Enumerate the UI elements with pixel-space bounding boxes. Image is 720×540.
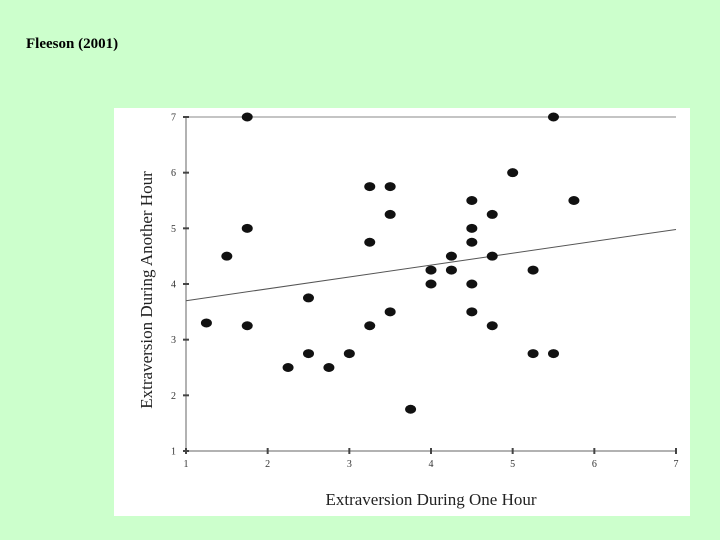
data-point — [303, 293, 314, 303]
y-tick-label: 5 — [171, 224, 176, 235]
data-point — [548, 349, 559, 359]
y-tick-label: 3 — [171, 335, 176, 346]
data-point — [425, 265, 437, 275]
data-point — [466, 223, 478, 233]
data-point — [425, 279, 437, 289]
data-point — [527, 349, 539, 359]
data-point — [486, 321, 498, 331]
slide-title: Fleeson (2001) — [26, 36, 119, 52]
data-point — [466, 279, 478, 289]
data-point — [364, 237, 376, 247]
x-tick-label: 3 — [347, 459, 352, 470]
data-point — [466, 307, 478, 317]
y-tick-label: 1 — [171, 447, 176, 458]
data-point — [548, 112, 559, 122]
y-tick-label: 7 — [171, 113, 176, 124]
data-point — [364, 321, 376, 331]
data-point — [282, 363, 294, 372]
y-axis-title: Extraversion During Another Hour — [137, 171, 156, 409]
data-point — [445, 251, 457, 261]
data-point — [384, 209, 396, 219]
x-tick-label: 2 — [265, 459, 270, 470]
x-tick-label: 7 — [674, 459, 679, 470]
data-point — [486, 209, 498, 219]
regression-line — [185, 228, 677, 302]
data-point — [241, 223, 253, 233]
data-point — [466, 196, 478, 205]
data-point — [568, 196, 580, 205]
x-axis-title: Extraversion During One Hour — [325, 490, 536, 509]
data-point — [221, 251, 233, 261]
y-tick-label: 6 — [171, 168, 176, 179]
data-point — [241, 112, 253, 122]
data-point — [241, 321, 253, 331]
x-tick-label: 6 — [592, 459, 597, 470]
x-tick-label: 4 — [429, 459, 434, 470]
data-point — [303, 349, 314, 359]
y-tick-label: 4 — [171, 280, 176, 291]
data-point — [466, 237, 478, 247]
data-point — [445, 265, 457, 275]
data-point — [507, 168, 519, 178]
data-point — [405, 404, 417, 414]
data-points — [200, 112, 580, 414]
data-point — [384, 307, 396, 317]
scatter-chart-panel: 1 2 3 4 5 6 7 1 2 3 4 5 6 7 Extraversion During One H… — [114, 108, 690, 516]
data-point — [486, 251, 498, 261]
x-tick-label: 1 — [184, 459, 189, 470]
data-point — [364, 182, 376, 192]
chart-ticks: 1 2 3 4 5 6 7 1 2 3 4 5 6 7 — [171, 113, 679, 471]
data-point — [527, 265, 539, 275]
y-tick-label: 2 — [171, 391, 176, 402]
data-point — [323, 363, 335, 372]
scatter-chart: 1 2 3 4 5 6 7 1 2 3 4 5 6 7 Extraversion During One H… — [137, 112, 679, 509]
data-point — [384, 182, 396, 192]
data-point — [200, 318, 212, 328]
data-point — [343, 349, 355, 359]
x-tick-label: 5 — [510, 459, 515, 470]
